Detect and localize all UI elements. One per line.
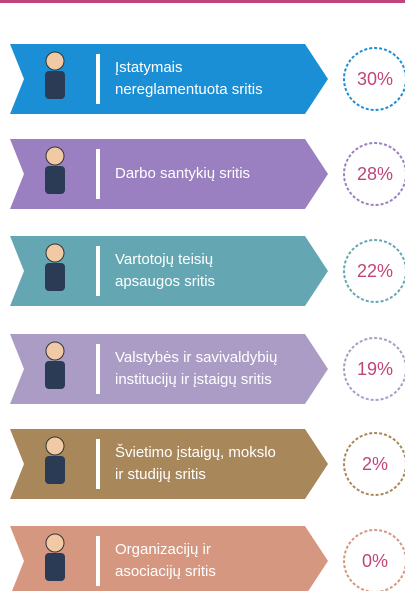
divider — [96, 536, 100, 586]
top-rule — [0, 0, 405, 3]
divider — [96, 149, 100, 199]
icon-head — [46, 437, 64, 455]
value-label: 19% — [357, 359, 393, 379]
category-label: Vartotojų teisių — [115, 251, 213, 268]
icon-body — [45, 456, 65, 484]
icon-body — [45, 166, 65, 194]
value-label: 28% — [357, 164, 393, 184]
icon-body — [45, 71, 65, 99]
icon-head — [46, 534, 64, 552]
category-label: Valstybės ir savivaldybių — [115, 349, 277, 366]
category-label: Įstatymais — [115, 59, 183, 76]
category-label: institucijų ir įstaigų sritis — [115, 371, 272, 388]
divider — [96, 344, 100, 394]
value-label: 30% — [357, 69, 393, 89]
icon-head — [46, 342, 64, 360]
category-label: nereglamentuota sritis — [115, 81, 263, 98]
category-label: Darbo santykių sritis — [115, 165, 250, 182]
value-label: 2% — [362, 454, 388, 474]
divider — [96, 54, 100, 104]
infographic: Įstatymais nereglamentuota sritis 30% Darbo… — [0, 0, 405, 591]
icon-body — [45, 553, 65, 581]
icon-head — [46, 52, 64, 70]
category-label: asociacijų sritis — [115, 563, 216, 580]
divider — [96, 439, 100, 489]
category-row: Darbo santykių sritis 28% — [10, 139, 405, 209]
category-row: Įstatymais nereglamentuota sritis 30% — [10, 44, 405, 114]
category-label: apsaugos sritis — [115, 273, 215, 290]
category-label: ir studijų sritis — [115, 466, 206, 483]
category-row: Vartotojų teisių apsaugos sritis 22% — [10, 236, 405, 306]
category-row: Švietimo įstaigų, mokslo ir studijų sriti… — [10, 429, 405, 499]
divider — [96, 246, 100, 296]
category-row: Valstybės ir savivaldybių institucijų ir … — [10, 334, 405, 404]
icon-body — [45, 361, 65, 389]
icon-head — [46, 244, 64, 262]
category-label: Organizacijų ir — [115, 541, 211, 558]
icon-head — [46, 147, 64, 165]
category-row: Organizacijų ir asociacijų sritis 0% — [10, 526, 405, 591]
category-label: Švietimo įstaigų, mokslo — [115, 444, 276, 461]
icon-body — [45, 263, 65, 291]
value-label: 22% — [357, 261, 393, 281]
value-label: 0% — [362, 551, 388, 571]
